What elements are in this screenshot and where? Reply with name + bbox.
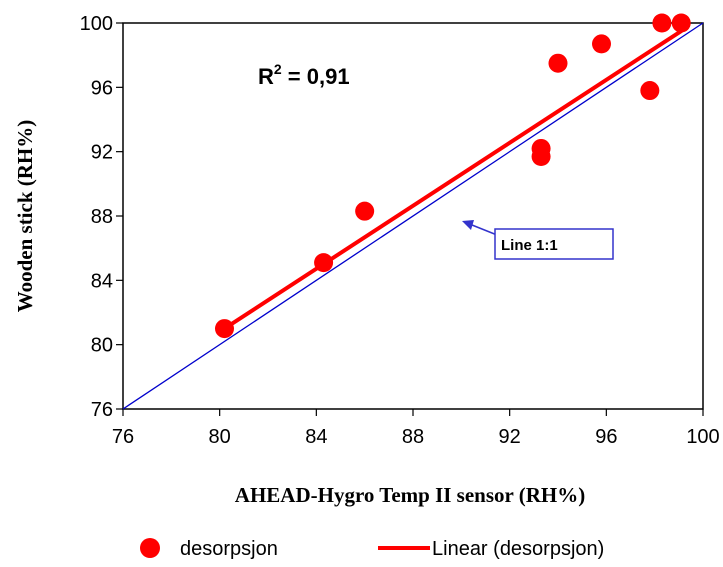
y-tick-label-76: 76 xyxy=(91,399,113,421)
y-tick-label-96: 96 xyxy=(91,77,113,99)
callout-arrow-shaft xyxy=(471,224,498,236)
data-point-1 xyxy=(215,319,234,339)
plot-area: 76 80 84 88 92 96 100 76 80 84 88 92 96 100 xyxy=(80,13,720,448)
trendline-linear-desorpsjon xyxy=(222,29,684,331)
r-squared-superscript: 2 xyxy=(274,61,282,77)
x-tick-label-92: 92 xyxy=(499,426,521,448)
data-point-6 xyxy=(548,53,568,73)
x-tick-label-80: 80 xyxy=(209,426,231,448)
data-point-10 xyxy=(671,13,691,33)
svg-text:R2 = 0,91: R2 = 0,91 xyxy=(258,61,350,89)
data-point-7 xyxy=(592,34,611,54)
legend-marker-desorpsjon xyxy=(140,538,160,558)
legend: desorpsjon Linear (desorpsjon) xyxy=(140,538,604,560)
y-tick-label-80: 80 xyxy=(91,335,113,357)
x-tick-label-100: 100 xyxy=(686,426,719,448)
legend-label-linear: Linear (desorpsjon) xyxy=(432,538,604,560)
x-tick-label-84: 84 xyxy=(305,426,327,448)
data-point-8 xyxy=(640,81,660,101)
y-tick-label-100: 100 xyxy=(80,13,113,35)
legend-label-desorpsjon: desorpsjon xyxy=(180,538,278,560)
data-point-3 xyxy=(355,201,375,221)
y-tick-label-92: 92 xyxy=(91,142,113,164)
y-tick-label-88: 88 xyxy=(91,206,113,228)
callout-label: Line 1:1 xyxy=(501,237,558,254)
y-axis-title: Wooden stick (RH%) xyxy=(13,120,37,313)
data-point-9 xyxy=(652,13,672,33)
r-squared-value: = 0,91 xyxy=(282,64,350,89)
x-tick-label-76: 76 xyxy=(112,426,134,448)
x-axis-title: AHEAD-Hygro Temp II sensor (RH%) xyxy=(235,483,585,507)
line-callout: Line 1:1 xyxy=(462,220,614,260)
y-tick-label-84: 84 xyxy=(91,270,113,292)
x-tick-label-88: 88 xyxy=(402,426,424,448)
callout-arrow-head xyxy=(462,220,474,230)
x-tick-label-96: 96 xyxy=(595,426,617,448)
r-squared-annotation: R2 = 0,91 xyxy=(258,61,350,89)
data-point-5 xyxy=(531,146,551,166)
reference-line-1-1 xyxy=(122,22,704,410)
r-squared-prefix: R xyxy=(258,64,274,89)
data-point-2 xyxy=(314,253,334,273)
callout-box xyxy=(494,228,614,260)
